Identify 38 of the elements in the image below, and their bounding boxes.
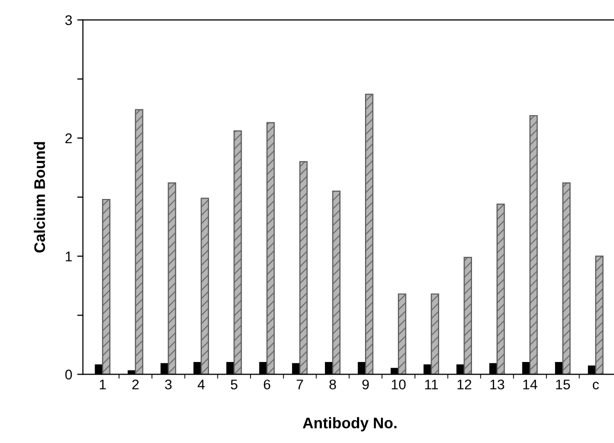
bar <box>200 198 210 374</box>
x-tick-label: 12 <box>458 380 472 390</box>
y-tick-label: 3 <box>65 15 72 26</box>
bar <box>464 256 472 374</box>
x-tick-label: 14 <box>523 380 538 390</box>
bar <box>529 115 538 374</box>
x-tick-label: 10 <box>392 380 406 390</box>
bar <box>266 122 275 374</box>
x-tick-label: 15 <box>556 380 570 390</box>
x-tick-label: 2 <box>132 380 139 390</box>
bar <box>562 182 571 374</box>
x-axis-title: Antibody No. <box>302 417 396 432</box>
bar <box>234 130 242 374</box>
x-tick-label: 13 <box>490 380 504 390</box>
y-tick-label: 2 <box>65 133 72 144</box>
bar <box>299 161 308 374</box>
x-tick-label: 7 <box>296 380 304 390</box>
x-tick-label: 6 <box>264 380 270 390</box>
x-tick-label: 1 <box>100 380 106 390</box>
x-tick-label: 9 <box>362 380 369 390</box>
bar <box>595 256 604 374</box>
bar <box>365 94 374 374</box>
bar <box>430 293 440 374</box>
bar <box>332 190 341 374</box>
x-tick-label: c <box>592 382 599 390</box>
y-tick-label: 0 <box>65 370 72 380</box>
y-tick-label: 1 <box>66 252 72 262</box>
bar <box>102 198 110 374</box>
x-tick-label: 4 <box>198 380 205 390</box>
x-tick-label: 5 <box>230 380 238 390</box>
bar <box>398 293 406 374</box>
bar <box>168 182 176 374</box>
x-tick-label: 8 <box>329 380 336 390</box>
bar <box>496 204 505 374</box>
bar <box>134 109 144 374</box>
x-tick-label: 3 <box>165 380 172 390</box>
x-tick-label: 11 <box>425 380 438 390</box>
y-axis-title: Calcium Bound <box>34 142 46 253</box>
